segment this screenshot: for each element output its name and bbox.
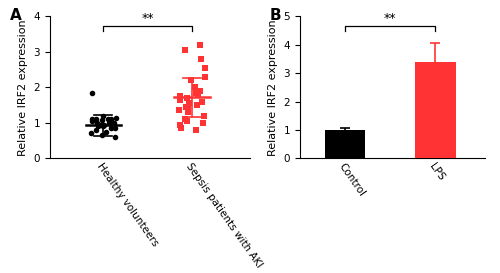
Point xyxy=(111,135,119,139)
Point xyxy=(200,66,208,70)
Text: A: A xyxy=(10,8,22,23)
Point xyxy=(106,121,114,125)
Point xyxy=(196,89,203,93)
Point xyxy=(192,90,200,95)
Point xyxy=(198,99,205,104)
Point xyxy=(107,117,115,121)
Text: B: B xyxy=(270,8,281,23)
Point xyxy=(110,121,118,125)
Point xyxy=(112,126,120,130)
Point xyxy=(180,117,188,121)
Point xyxy=(92,128,100,132)
Point xyxy=(88,119,96,123)
Point xyxy=(191,85,199,90)
Point xyxy=(88,117,96,121)
Point xyxy=(175,108,183,112)
Text: **: ** xyxy=(142,12,154,25)
Point xyxy=(201,75,209,79)
Point xyxy=(200,114,208,118)
Point xyxy=(194,92,202,97)
Point xyxy=(86,131,94,136)
Bar xyxy=(415,62,456,158)
Point xyxy=(184,106,192,111)
Point xyxy=(112,115,120,120)
Text: **: ** xyxy=(384,13,396,25)
Point xyxy=(185,101,193,105)
Point xyxy=(176,97,184,102)
Point xyxy=(108,126,116,130)
Point xyxy=(192,128,200,132)
Point xyxy=(184,110,192,114)
Point xyxy=(200,121,207,125)
Point xyxy=(96,122,104,127)
Point xyxy=(196,43,203,47)
Y-axis label: Relative IRF2 expression: Relative IRF2 expression xyxy=(268,19,278,156)
Point xyxy=(183,96,191,100)
Point xyxy=(187,78,195,82)
Point xyxy=(100,124,108,129)
Point xyxy=(184,119,192,123)
Point xyxy=(193,103,201,107)
Point xyxy=(182,105,190,109)
Point xyxy=(92,117,100,121)
Bar xyxy=(325,130,366,158)
Point xyxy=(176,122,184,127)
Y-axis label: Relative IRF2 expression: Relative IRF2 expression xyxy=(18,19,28,156)
Point xyxy=(176,126,184,130)
Point xyxy=(98,118,106,122)
Point xyxy=(104,117,112,121)
Point xyxy=(176,94,184,99)
Point xyxy=(102,130,110,134)
Point xyxy=(98,133,106,138)
Point xyxy=(100,114,108,118)
Point xyxy=(88,90,96,95)
Point xyxy=(181,48,189,52)
Point xyxy=(100,122,108,127)
Point xyxy=(197,57,205,61)
Point xyxy=(94,124,102,129)
Point xyxy=(93,121,101,125)
